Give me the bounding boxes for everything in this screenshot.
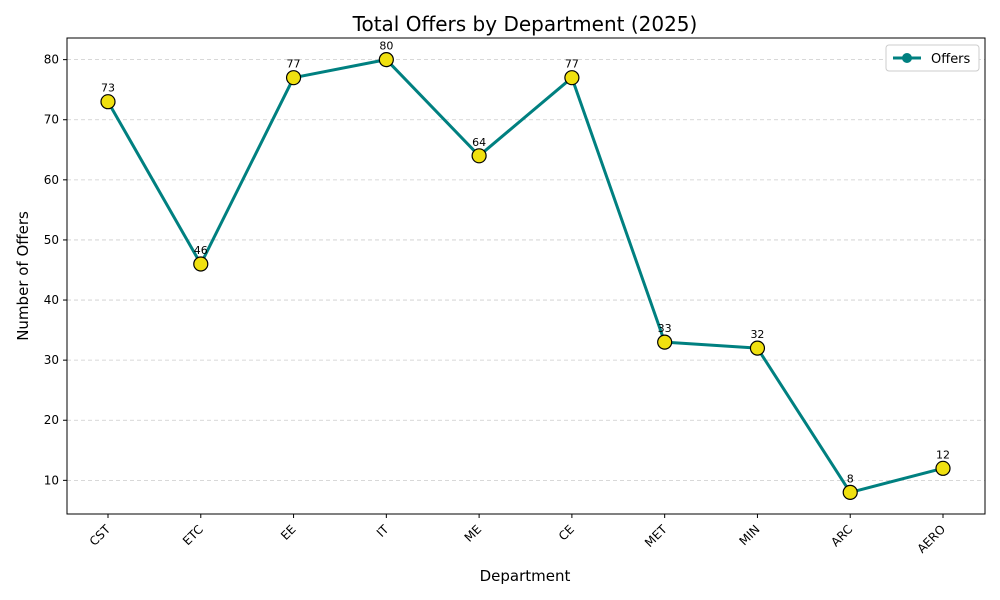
x-tick-label-me: ME bbox=[462, 522, 485, 545]
x-tick-label-ee: EE bbox=[278, 522, 299, 543]
data-label-it: 80 bbox=[379, 40, 393, 53]
plot-frame bbox=[66, 37, 986, 515]
x-tick-label-met: MET bbox=[642, 522, 670, 550]
data-point-me bbox=[471, 148, 487, 164]
y-tick-label-60: 60 bbox=[44, 173, 59, 187]
y-tick-label-40: 40 bbox=[44, 293, 59, 307]
data-label-cst: 73 bbox=[101, 82, 115, 95]
grid-layer bbox=[67, 59, 985, 481]
data-point-etc bbox=[193, 256, 209, 272]
series-markers bbox=[100, 52, 951, 500]
legend-label-offers: Offers bbox=[931, 52, 971, 67]
x-tick-label-cst: CST bbox=[87, 522, 114, 549]
legend-marker-swatch bbox=[902, 53, 912, 63]
x-tick-label-aero: AERO bbox=[914, 522, 948, 556]
y-tick-label-10: 10 bbox=[44, 473, 59, 487]
data-point-ee bbox=[285, 70, 302, 86]
y-tick-label-50: 50 bbox=[44, 233, 59, 247]
y-axis-title: Number of Offers bbox=[14, 211, 32, 341]
y-tick-label-70: 70 bbox=[44, 113, 59, 127]
chart-title: Total Offers by Department (2025) bbox=[352, 12, 698, 36]
data-label-ce: 77 bbox=[565, 58, 579, 71]
x-axis-ticks: CST ETC EE IT ME CE MET MIN ARC AERO bbox=[87, 514, 948, 556]
x-axis-title: Department bbox=[480, 567, 571, 585]
data-label-aero: 12 bbox=[936, 448, 950, 461]
x-tick-label-ce: CE bbox=[556, 522, 577, 543]
data-label-etc: 46 bbox=[194, 244, 208, 257]
legend: Offers bbox=[885, 44, 980, 72]
x-tick-label-etc: ETC bbox=[180, 522, 206, 548]
data-point-met bbox=[657, 334, 673, 350]
data-labels: 73 46 77 80 64 77 33 32 8 12 bbox=[101, 40, 950, 486]
x-tick-label-it: IT bbox=[374, 522, 392, 540]
data-point-min bbox=[749, 340, 766, 356]
y-tick-label-80: 80 bbox=[44, 53, 59, 67]
data-point-it bbox=[378, 52, 394, 68]
data-label-me: 64 bbox=[472, 136, 486, 149]
data-label-ee: 77 bbox=[287, 58, 301, 71]
data-label-arc: 8 bbox=[847, 472, 854, 485]
x-tick-label-arc: ARC bbox=[828, 522, 855, 549]
y-tick-label-20: 20 bbox=[44, 413, 59, 427]
y-tick-label-30: 30 bbox=[44, 353, 59, 367]
data-label-min: 32 bbox=[750, 328, 764, 341]
data-point-arc bbox=[842, 484, 858, 500]
series-line-offers bbox=[106, 58, 944, 494]
y-axis-ticks: 10 20 30 40 50 60 70 80 bbox=[44, 53, 67, 487]
x-tick-label-min: MIN bbox=[736, 522, 762, 548]
data-label-met: 33 bbox=[658, 322, 672, 335]
data-point-aero bbox=[935, 460, 951, 476]
data-point-ce bbox=[564, 70, 580, 86]
legend-box bbox=[885, 44, 980, 72]
data-point-cst bbox=[100, 94, 116, 110]
